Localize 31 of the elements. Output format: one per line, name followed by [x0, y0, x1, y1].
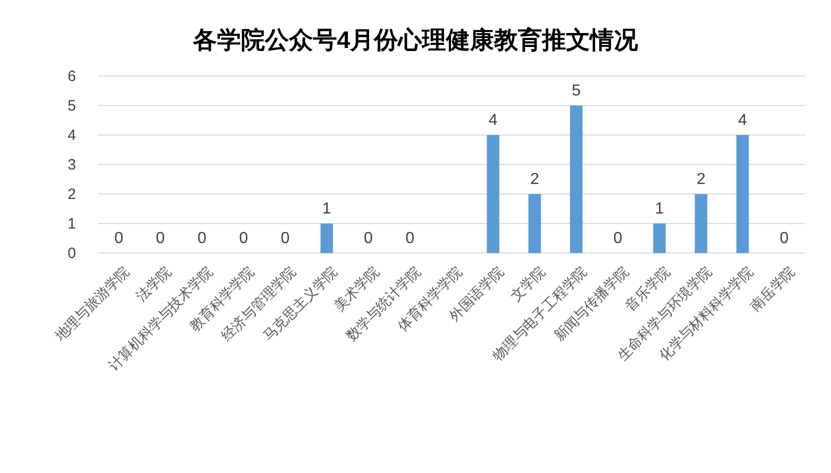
- data-label: 0: [613, 230, 622, 247]
- bar: [694, 194, 708, 253]
- y-tick-label: 4: [68, 127, 76, 144]
- data-label: 1: [654, 200, 664, 218]
- data-label: 0: [198, 230, 207, 247]
- y-tick-label: 3: [68, 156, 76, 174]
- data-label: 2: [530, 171, 540, 188]
- data-label: 5: [572, 82, 581, 100]
- y-tick-label: 2: [68, 186, 76, 203]
- y-tick-label: 0: [68, 245, 76, 262]
- bar: [736, 135, 749, 253]
- y-tick-label: 5: [68, 98, 76, 114]
- data-label: 4: [738, 112, 748, 129]
- bar: [653, 224, 666, 253]
- y-tick-label: 6: [68, 68, 76, 85]
- data-label: 0: [780, 230, 789, 247]
- data-label: 0: [239, 230, 248, 247]
- data-label: 0: [280, 230, 290, 247]
- bar: [528, 194, 541, 253]
- data-label: 0: [364, 230, 373, 247]
- y-tick-label: 1: [68, 216, 76, 232]
- data-label: 0: [156, 230, 165, 247]
- chart-title: 各学院公众号4月份心理健康教育推文情况: [192, 26, 640, 54]
- bar: [486, 135, 500, 253]
- data-label: 1: [322, 200, 332, 218]
- bar: [570, 106, 582, 253]
- data-label: 0: [114, 230, 124, 247]
- data-label: 0: [405, 230, 414, 247]
- data-label: 2: [696, 171, 706, 188]
- bar: [320, 224, 333, 253]
- data-label: 4: [488, 112, 498, 129]
